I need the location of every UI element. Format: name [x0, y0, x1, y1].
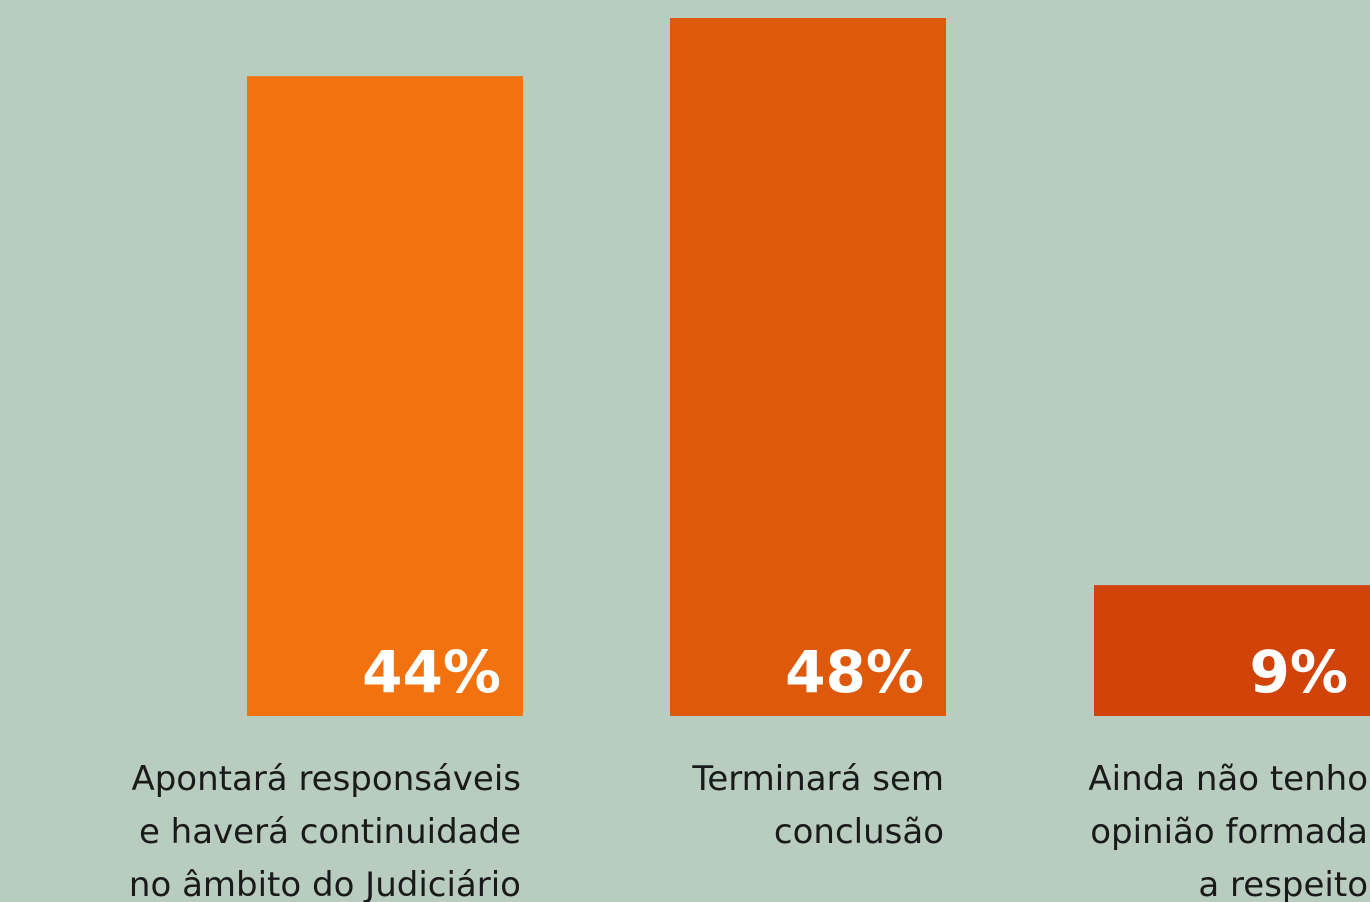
bar — [247, 76, 523, 716]
category-label: Ainda não tenho opinião formada a respeito — [1088, 759, 1368, 902]
value-label: 9% — [1250, 638, 1348, 706]
value-label: 44% — [362, 638, 501, 706]
bar — [1094, 585, 1370, 716]
value-label: 48% — [785, 638, 924, 706]
bar — [670, 18, 946, 716]
category-label: Terminará sem conclusão — [691, 759, 944, 852]
category-label: Apontará responsáveis e haverá continuida… — [129, 759, 521, 902]
